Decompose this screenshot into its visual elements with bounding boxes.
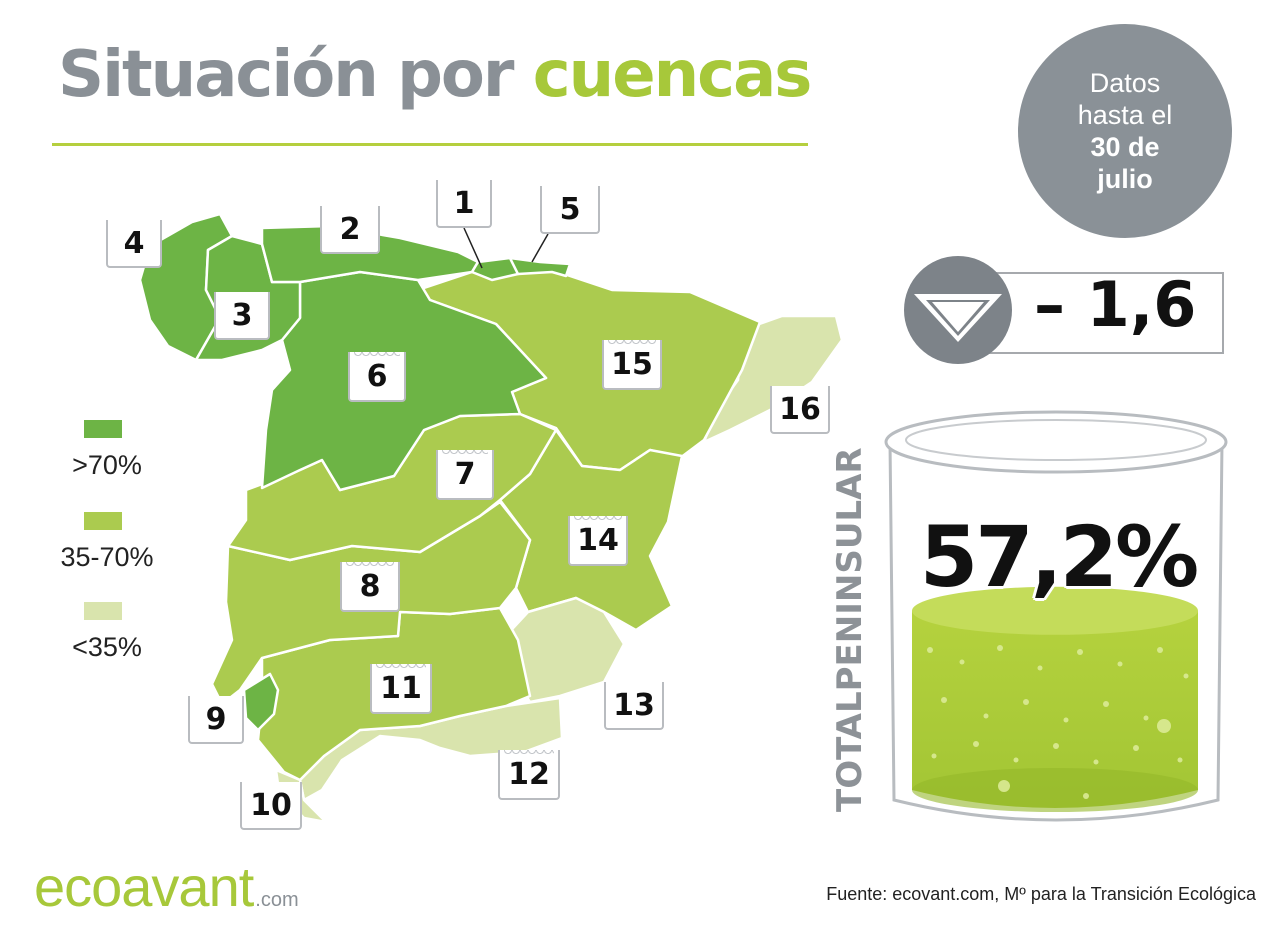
total-label: TOTALPENINSULAR bbox=[830, 447, 870, 812]
page-title: Situación por cuencas bbox=[58, 38, 813, 112]
basin-label-1: 1 bbox=[436, 180, 492, 228]
leader-line-1 bbox=[463, 227, 483, 269]
variation-value: – 1,6 bbox=[1034, 268, 1197, 341]
jar-rim-inner bbox=[905, 419, 1207, 461]
basin-label-9: 9 bbox=[188, 696, 244, 744]
title-part-green: cuencas bbox=[532, 38, 813, 112]
variation-circle bbox=[904, 256, 1012, 364]
basin-1-region bbox=[470, 256, 520, 282]
basin-label-14: 14 bbox=[568, 516, 628, 566]
basin-label-5: 5 bbox=[540, 186, 600, 234]
basin-label-2: 2 bbox=[320, 206, 380, 254]
legend-swatch-high bbox=[84, 420, 122, 438]
basin-label-4: 4 bbox=[106, 220, 162, 268]
basin-label-8: 8 bbox=[340, 562, 400, 612]
basin-9-region bbox=[242, 672, 280, 732]
logo-wordmark: ecoavant bbox=[34, 855, 254, 918]
reservoir-jar bbox=[884, 410, 1228, 822]
basin-label-6: 6 bbox=[348, 352, 406, 402]
variation-box bbox=[972, 272, 1224, 354]
logo-suffix: .com bbox=[255, 889, 299, 911]
basin-label-3: 3 bbox=[214, 292, 270, 340]
basin-2-region bbox=[260, 224, 480, 284]
water-body bbox=[912, 610, 1198, 808]
date-line-4: julio bbox=[1097, 164, 1153, 194]
water-surface bbox=[912, 586, 1198, 635]
legend-label-low: <35% bbox=[72, 632, 142, 662]
title-underline bbox=[52, 143, 808, 146]
date-line-1: Datos bbox=[1089, 68, 1161, 98]
title-part-gray: Situación por bbox=[58, 38, 514, 112]
date-note-circle: Datos hasta el 30 de julio bbox=[1018, 24, 1232, 238]
water-bottom-shade bbox=[912, 768, 1198, 812]
ecoavant-logo[interactable]: ecoavant .com bbox=[34, 854, 299, 919]
legend-label-mid: 35-70% bbox=[60, 542, 154, 572]
total-percentage: 57,2% bbox=[919, 508, 1199, 606]
date-line-3: 30 de bbox=[1090, 132, 1160, 162]
source-note: Fuente: ecovant.com, Mº para la Transici… bbox=[826, 884, 1256, 904]
down-arrow-icon bbox=[914, 294, 1002, 342]
basin-label-12: 12 bbox=[498, 750, 560, 800]
basin-5-region bbox=[508, 256, 572, 278]
legend-swatch-low bbox=[84, 602, 122, 620]
legend-label-high: >70% bbox=[72, 450, 142, 480]
basin-label-15: 15 bbox=[602, 340, 662, 390]
basin-label-10: 10 bbox=[240, 782, 302, 830]
basin-label-7: 7 bbox=[436, 450, 494, 500]
basin-label-16: 16 bbox=[770, 386, 830, 434]
basin-label-13: 13 bbox=[604, 682, 664, 730]
leader-line-5 bbox=[531, 233, 549, 263]
date-line-2: hasta el bbox=[1077, 100, 1173, 130]
legend-swatch-mid bbox=[84, 512, 122, 530]
bubbles bbox=[927, 645, 1189, 799]
basin-label-11: 11 bbox=[370, 664, 432, 714]
